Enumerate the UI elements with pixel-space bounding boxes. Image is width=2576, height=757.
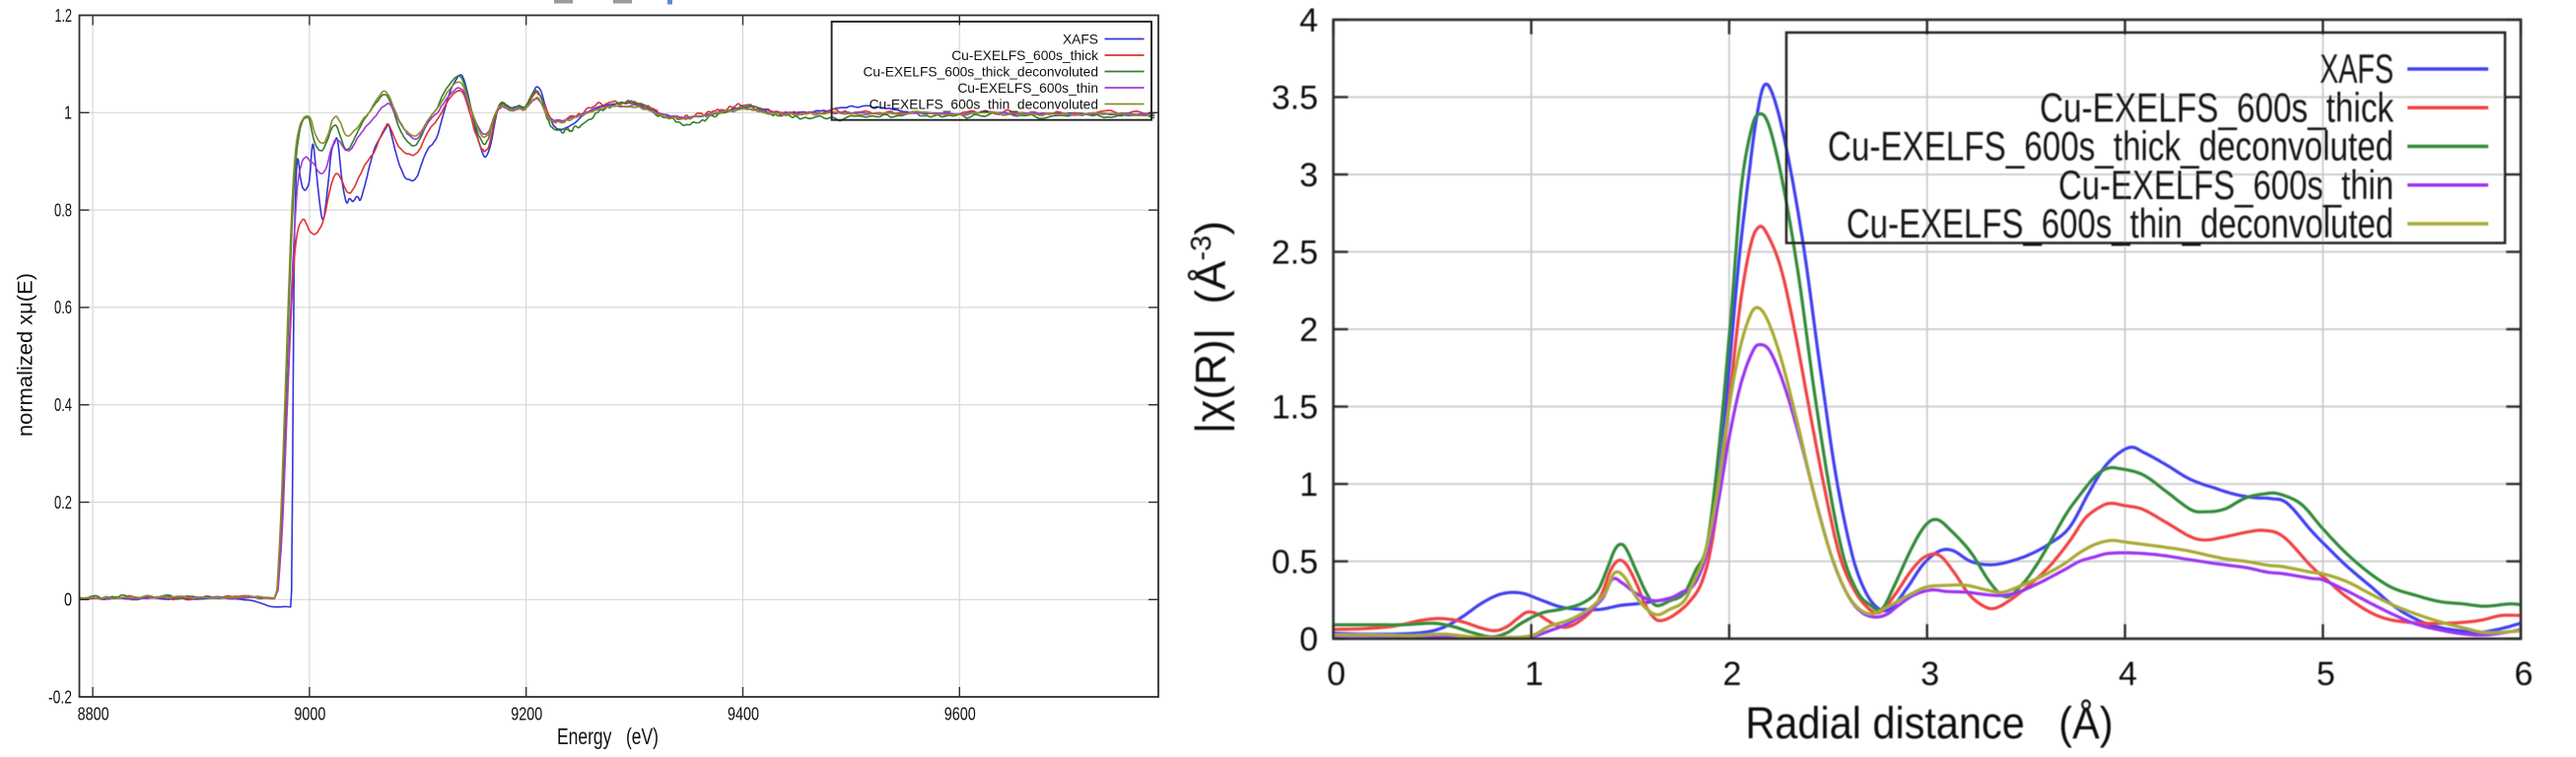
- svg-text:-0.2: -0.2: [48, 687, 72, 707]
- svg-text:Cu-EXELFS_600s_thick_deconvolu: Cu-EXELFS_600s_thick_deconvoluted: [1828, 123, 2394, 170]
- svg-text:4: 4: [1299, 2, 1318, 39]
- svg-text:9200: 9200: [511, 704, 542, 723]
- svg-text:Cu-EXELFS_600s_thick: Cu-EXELFS_600s_thick: [2040, 84, 2395, 130]
- svg-text:Cu-EXELFS_600s_thick: Cu-EXELFS_600s_thick: [951, 48, 1098, 63]
- svg-text:0.6: 0.6: [54, 298, 72, 317]
- svg-text:Cu-EXELFS_600s_thin_deconvolut: Cu-EXELFS_600s_thin_deconvoluted: [1846, 200, 2394, 246]
- svg-text:3: 3: [1920, 655, 1939, 693]
- svg-text:2: 2: [1723, 655, 1742, 693]
- svg-text:6: 6: [2515, 655, 2534, 693]
- svg-text:4: 4: [2119, 655, 2137, 693]
- svg-text:1.5: 1.5: [1272, 389, 1318, 427]
- svg-text:XAFS: XAFS: [1063, 32, 1098, 46]
- svg-text:0.5: 0.5: [1272, 544, 1318, 582]
- svg-text:Cu-EXELFS_600s_thin: Cu-EXELFS_600s_thin: [957, 81, 1098, 96]
- svg-text:0: 0: [1299, 621, 1318, 658]
- svg-text:0.2: 0.2: [54, 493, 72, 513]
- svg-text:1: 1: [1525, 655, 1544, 693]
- svg-text:1: 1: [64, 103, 72, 123]
- svg-text:2.5: 2.5: [1272, 235, 1318, 272]
- svg-text:0.8: 0.8: [54, 200, 72, 220]
- svg-text:0.4: 0.4: [54, 395, 72, 415]
- svg-text:Cu-EXELFS_600s_thin: Cu-EXELFS_600s_thin: [2058, 162, 2394, 208]
- svg-text:1: 1: [1299, 466, 1318, 504]
- svg-text:Cu-EXELFS_600s_thick_deconvolu: Cu-EXELFS_600s_thick_deconvoluted: [863, 64, 1098, 79]
- svg-text:Cu-EXELFS_600s_thin_deconvolut: Cu-EXELFS_600s_thin_deconvoluted: [870, 97, 1098, 111]
- svg-text:1.2: 1.2: [55, 6, 73, 26]
- svg-text:9400: 9400: [728, 704, 759, 723]
- svg-text:Energy (eV): Energy (eV): [557, 723, 659, 749]
- svg-text:XAFS: XAFS: [2320, 45, 2394, 92]
- svg-text:2: 2: [1299, 311, 1318, 349]
- svg-text:9600: 9600: [944, 704, 976, 723]
- svg-text:9000: 9000: [294, 704, 325, 723]
- svg-text:0: 0: [1327, 655, 1346, 693]
- svg-text:normalized xμ(E): normalized xμ(E): [14, 273, 37, 437]
- svg-text:0: 0: [64, 590, 72, 610]
- svg-text:5: 5: [2317, 655, 2335, 693]
- svg-text:Radial distance (Å): Radial distance (Å): [1746, 698, 2114, 748]
- svg-text:3.5: 3.5: [1272, 80, 1318, 117]
- svg-text:8800: 8800: [78, 704, 109, 723]
- svg-text:3: 3: [1299, 157, 1318, 194]
